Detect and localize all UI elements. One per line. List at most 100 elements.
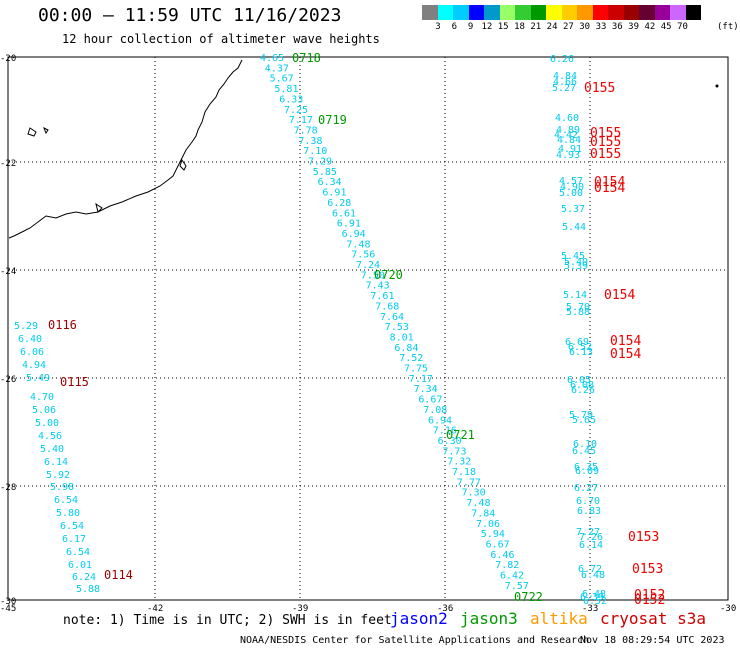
swh-reading: 7.10 xyxy=(303,146,327,157)
swh-reading: 6.48 xyxy=(581,570,605,581)
pass-time: 0719 xyxy=(318,113,347,127)
swh-reading: 7.53 xyxy=(385,322,409,333)
swh-reading: 7.38 xyxy=(298,136,322,147)
longitude-label: -36 xyxy=(437,604,453,614)
legend-swatch xyxy=(546,5,562,20)
legend-label: 24 xyxy=(546,22,558,32)
legend-label: 33 xyxy=(595,22,607,32)
longitude-label: -30 xyxy=(720,604,736,614)
legend-swatch xyxy=(623,5,639,20)
axis-labels: -20-22-24-26-28-30-45 -42 -39 -36 -33 -30 xyxy=(0,54,736,614)
coastline xyxy=(8,59,243,239)
pass-time: 0154 xyxy=(594,175,625,190)
swh-reading: 4.60 xyxy=(555,113,579,124)
track-labels: 5.29 6.40 6.06 4.94 5.49 4.70 5.06 5.00 4.56 5.40… xyxy=(14,51,665,608)
legend-label: 12 xyxy=(481,22,493,32)
legend-label: 15 xyxy=(497,22,509,32)
swh-reading: 4.65 xyxy=(260,53,284,64)
swh-reading: 4.84 xyxy=(557,135,581,146)
latitude-label: -28 xyxy=(0,483,16,493)
pass-time: 0720 xyxy=(374,268,403,282)
footer-timestamp: Nov 18 08:29:54 UTC 2023 xyxy=(580,635,725,646)
swh-reading: 7.24 xyxy=(356,260,380,271)
legend-swatch xyxy=(670,5,686,20)
swh-reading: 6.83 xyxy=(577,506,601,517)
footer-credit: NOAA/NESDIS Center for Satellite Applica… xyxy=(240,635,590,646)
swh-reading: 6.67 xyxy=(418,395,442,406)
pass-time: 0154 xyxy=(594,181,625,196)
swh-reading: 7.08 xyxy=(423,405,447,416)
swh-reading: 7.18 xyxy=(452,467,476,478)
swh-reading: 5.49 xyxy=(26,373,50,384)
swh-reading: 6.54 xyxy=(60,521,84,532)
swh-reading: 4.93 xyxy=(556,150,580,161)
swh-reading: 4.91 xyxy=(558,144,582,155)
swh-reading: 7.17 xyxy=(289,115,313,126)
swh-reading: 6.26 xyxy=(550,54,574,65)
swh-reading: 6.24 xyxy=(72,572,96,583)
swh-reading: 7.84 xyxy=(471,508,495,519)
swh-reading: 6.84 xyxy=(394,343,418,354)
swh-reading: 7.48 xyxy=(466,498,490,509)
map-subtitle: 12 hour collection of altimeter wave hei… xyxy=(62,32,380,46)
swh-reading: 6.70 xyxy=(576,496,600,507)
satellite-legend-item: altika xyxy=(530,609,588,628)
satellite-legend-item: cryosat s3a xyxy=(600,609,706,628)
latitude-label: -20 xyxy=(0,54,16,64)
legend-label: 36 xyxy=(611,22,623,32)
swh-reading: 6.61 xyxy=(332,208,356,219)
swh-reading: 6.08 xyxy=(570,380,594,391)
swh-reading: 7.06 xyxy=(476,519,500,530)
swh-reading: 5.14 xyxy=(563,290,587,301)
swh-reading: 5.80 xyxy=(56,508,80,519)
swh-reading: 4.70 xyxy=(30,392,54,403)
swh-reading: 6.06 xyxy=(20,347,44,358)
swh-reading: 5.40 xyxy=(564,257,588,268)
swh-reading: 6.05 xyxy=(567,375,591,386)
swh-reading: 5.40 xyxy=(40,444,64,455)
swh-reading: 5.67 xyxy=(270,74,294,85)
pass-time: 0721 xyxy=(446,428,475,442)
swh-reading: 5.70 xyxy=(566,302,590,313)
swh-reading: 6.72 xyxy=(578,564,602,575)
pass-time: 0154 xyxy=(610,334,641,349)
swh-reading: 4.56 xyxy=(38,431,62,442)
pass-time: 0115 xyxy=(60,375,89,389)
color-legend xyxy=(422,5,701,21)
legend-label: 9 xyxy=(467,22,474,32)
swh-reading: 6.28 xyxy=(327,198,351,209)
swh-reading: 7.50 xyxy=(361,270,385,281)
swh-reading: 4.89 xyxy=(556,125,580,136)
swh-reading: 6.40 xyxy=(18,334,42,345)
legend-label: 30 xyxy=(579,22,591,32)
swh-reading: 7.77 xyxy=(457,477,481,488)
latitude-label: -22 xyxy=(0,159,16,169)
swh-reading: 5.37 xyxy=(561,204,585,215)
legend-swatch xyxy=(437,5,453,20)
latitude-label: -24 xyxy=(0,267,16,277)
swh-reading: 5.98 xyxy=(50,482,74,493)
legend-label: 3 xyxy=(435,22,441,32)
legend-label: 27 xyxy=(562,22,574,32)
swh-reading: 6.46 xyxy=(490,550,514,561)
map-title: 00:00 — 11:59 UTC 11/16/2023 xyxy=(38,5,342,26)
swh-reading: 5.85 xyxy=(313,167,337,178)
swh-reading: 8.01 xyxy=(390,332,414,343)
longitude-label: -33 xyxy=(582,604,598,614)
pass-time: 0154 xyxy=(610,347,641,362)
pass-time: 0722 xyxy=(514,590,543,604)
swh-reading: 5.39 xyxy=(564,261,588,272)
swh-reading: 6.91 xyxy=(322,188,346,199)
pass-time: 0153 xyxy=(632,562,663,577)
swh-reading: 5.81 xyxy=(274,84,298,95)
island-dot xyxy=(715,84,719,88)
swh-reading: 7.43 xyxy=(366,281,390,292)
swh-reading: 4.57 xyxy=(559,176,583,187)
swh-reading: 7.34 xyxy=(414,384,438,395)
legend-swatch xyxy=(530,5,546,20)
legend-label: 70 xyxy=(677,22,688,32)
pass-time: 0116 xyxy=(48,318,77,332)
swh-reading: 6.26 xyxy=(571,385,595,396)
legend-swatch xyxy=(453,5,469,20)
